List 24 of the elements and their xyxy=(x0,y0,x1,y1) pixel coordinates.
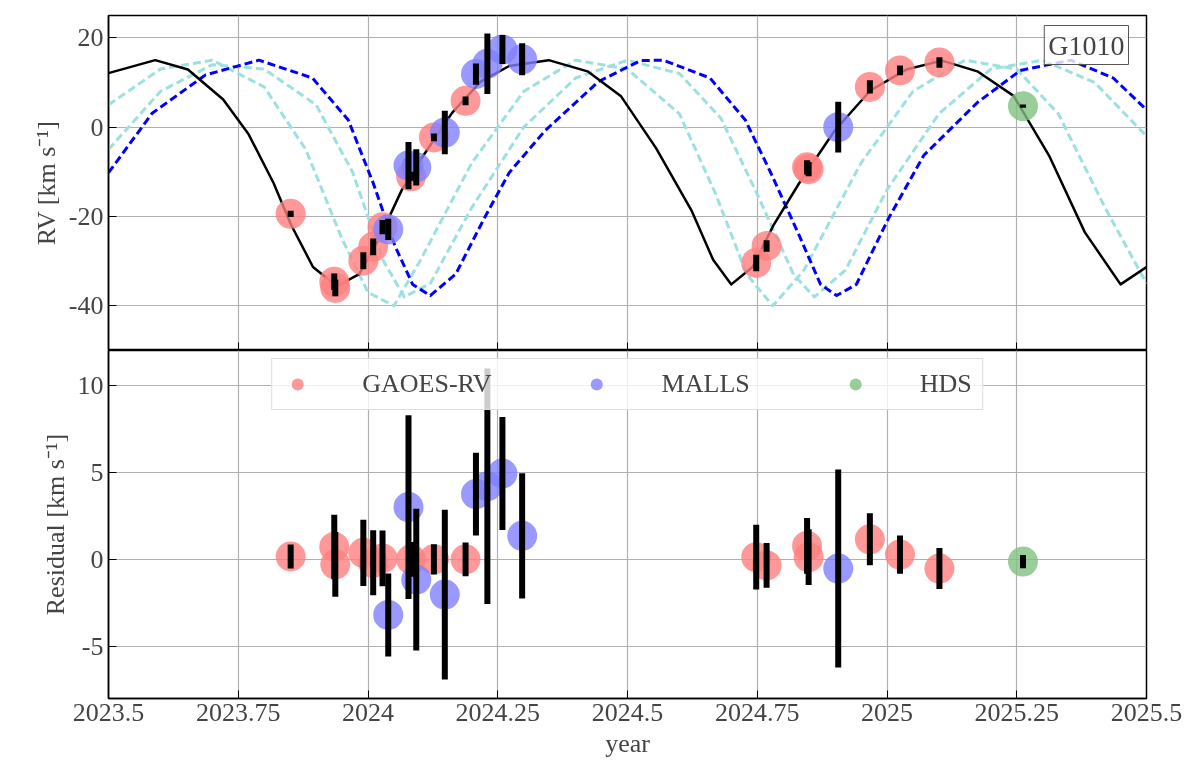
x-tick-label: 2023.75 xyxy=(196,697,281,727)
legend-label: GAOES-RV xyxy=(362,369,492,399)
y-tick-label: 0 xyxy=(90,112,104,142)
x-tick-label: 2024.75 xyxy=(715,697,800,727)
y-tick-label: 10 xyxy=(77,370,104,400)
y-tick-label: -40 xyxy=(68,291,104,321)
y-tick-label: -5 xyxy=(81,631,104,661)
x-tick-label: 2024.5 xyxy=(591,697,664,727)
y-tick-label: 5 xyxy=(90,457,104,487)
y-tick-label: 20 xyxy=(77,23,104,53)
x-tick-label: 2025 xyxy=(861,697,913,727)
y-tick-label: 0 xyxy=(90,544,104,574)
x-tick-label: 2023.5 xyxy=(72,697,145,727)
y-tick-label: -20 xyxy=(68,202,104,231)
x-tick-label: 2025.25 xyxy=(974,697,1059,727)
x-axis-title: year xyxy=(605,728,651,758)
x-tick-label: 2024.25 xyxy=(455,697,540,727)
legend-label: HDS xyxy=(919,369,972,399)
annotation: G1010 xyxy=(1048,29,1125,61)
y-axis-title: Residual [km s⁻¹] xyxy=(40,433,70,616)
x-tick-label: 2025.5 xyxy=(1110,697,1183,727)
x-tick-label: 2024 xyxy=(342,697,394,727)
legend-label: MALLS xyxy=(661,369,750,399)
y-axis-title: RV [km s⁻¹] xyxy=(31,121,61,246)
